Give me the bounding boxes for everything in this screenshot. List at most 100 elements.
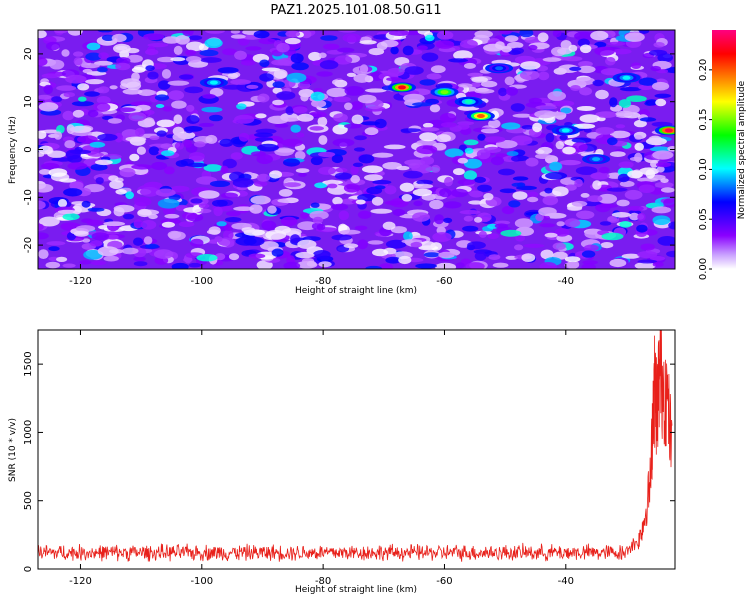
spectrogram-cell [385, 256, 402, 264]
spectrogram-cell [600, 68, 623, 76]
spectrogram-cell [540, 249, 554, 260]
spectrogram-hotspot [622, 75, 631, 80]
spectrogram-cell [413, 200, 423, 207]
spectrogram-cell [569, 66, 582, 71]
spectrogram-cell [618, 161, 634, 169]
x-tick-label: -40 [558, 276, 574, 287]
spectrogram-cell [327, 183, 338, 189]
x-tick-label: -80 [315, 576, 331, 587]
chart-title: PAZ1.2025.101.08.50.G11 [270, 3, 441, 18]
spectrogram-cell [143, 33, 165, 41]
spectrogram-hotspots [199, 63, 675, 165]
spectrogram-cell [312, 216, 324, 224]
spectrogram-cell [41, 162, 60, 170]
spectrogram-cell [326, 87, 348, 98]
spectrogram-cell [539, 223, 556, 228]
spectrogram-cell [547, 91, 566, 101]
spectrogram-cell [103, 255, 119, 262]
spectrogram-cell [217, 237, 235, 246]
spectrogram-cell [583, 128, 592, 133]
spectrogram-cell [261, 220, 277, 231]
spectrogram-cell [592, 79, 604, 87]
spectrogram-cell [318, 135, 328, 145]
spectrogram-cell [162, 106, 173, 112]
spectrogram-cell [666, 250, 675, 258]
spectrogram-cell [355, 199, 366, 205]
spectrogram-cell [147, 71, 159, 80]
spectrogram-cell [657, 236, 675, 246]
spectrogram-cell [145, 49, 159, 56]
spectrogram-cell [170, 185, 190, 193]
spectrogram-cell [616, 199, 630, 207]
spectrogram-cell [281, 138, 303, 147]
spectrogram-cell [63, 188, 83, 197]
spectrogram-cell [65, 149, 81, 160]
spectrogram-hotspot [464, 99, 473, 104]
spectrogram-cell [412, 212, 430, 222]
spectrogram-cell [308, 51, 322, 62]
spectrogram-cell [69, 125, 92, 133]
spectrogram-cell [161, 150, 175, 157]
spectrogram-cell [66, 124, 75, 135]
spectrogram-cell [419, 127, 440, 132]
spectrogram-cell [542, 57, 562, 62]
spectrogram-cell [654, 93, 672, 99]
spectrogram-cell [645, 99, 659, 106]
spectrogram-cell [478, 230, 487, 238]
spectrogram-cell [469, 190, 484, 198]
spectrogram-cell [559, 134, 568, 141]
spectrogram-cell [598, 166, 610, 174]
spectrogram-cell [131, 72, 140, 82]
spectrogram-cell [633, 119, 647, 128]
spectrogram-cell [627, 206, 644, 211]
spectrogram-cell [552, 186, 569, 197]
spectrogram-cell [222, 84, 244, 90]
spectrogram-cell [81, 200, 91, 208]
spectrogram-cell [545, 172, 568, 180]
spectrogram-cell [649, 146, 672, 152]
spectrogram-cell [280, 216, 298, 227]
spectrogram-cell [552, 100, 575, 107]
spectrogram-hotspot [398, 85, 406, 90]
spectrogram-cell [384, 200, 403, 206]
spectrogram-cell [362, 165, 383, 173]
spectrogram-cell [615, 124, 626, 129]
spectrogram-cell [577, 65, 596, 74]
y-tick-label: 500 [23, 491, 34, 510]
spectrogram-cell [523, 243, 545, 248]
spectrogram-cell [528, 44, 538, 51]
spectrogram-cell [69, 181, 84, 191]
spectrogram-cell [466, 91, 482, 99]
spectrogram-cell [230, 30, 241, 34]
spectrogram-cell [271, 248, 284, 257]
spectrogram-cell [467, 72, 484, 77]
y-tick-label: -10 [23, 189, 34, 205]
spectrogram-cell [573, 123, 596, 129]
spectrogram-cell [158, 80, 171, 90]
spectrogram-cell [171, 100, 187, 109]
spectrogram-cell [535, 153, 552, 159]
spectrogram-cell [230, 152, 243, 160]
spectrogram-cell [514, 218, 534, 229]
spectrogram-cell [97, 67, 108, 73]
spectrogram-cell [201, 106, 223, 113]
spectrogram-cell [230, 79, 252, 85]
spectrogram-cell [47, 150, 66, 158]
spectrogram-cell [343, 183, 361, 193]
spectrogram-cell [140, 186, 160, 197]
spectrogram-cell [564, 122, 573, 127]
spectrogram-cell [161, 69, 172, 79]
spectrogram-cell [300, 30, 312, 39]
spectrogram-cell [278, 189, 293, 197]
spectrogram-cell [494, 223, 509, 229]
spectrogram-cell [284, 37, 301, 45]
y-tick-label: 1000 [23, 420, 34, 445]
spectrogram-cell [357, 210, 372, 219]
spectrogram-cell [574, 178, 583, 188]
spectrogram-cell [637, 212, 646, 222]
spectrogram-cell [488, 119, 501, 129]
spectrogram-cell [480, 128, 500, 134]
spectrogram-cell [97, 30, 113, 33]
spectrogram-cell [514, 244, 524, 251]
spectrogram-cell [554, 228, 570, 237]
